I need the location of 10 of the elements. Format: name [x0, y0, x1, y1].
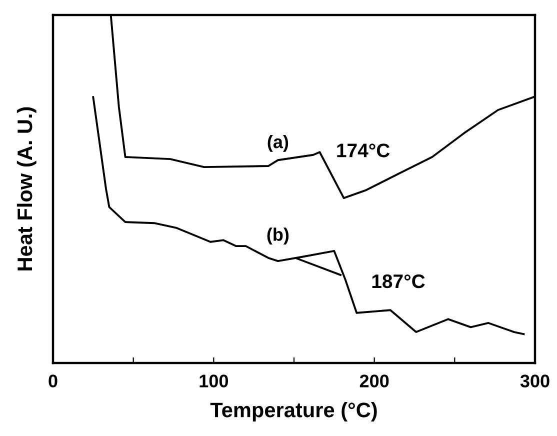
x-axis-title: Temperature (°C): [210, 402, 377, 422]
series-label: (a): [268, 135, 288, 152]
x-tick-label: 300: [520, 374, 550, 388]
annotation: 174°C: [337, 144, 390, 158]
series-label: (b): [267, 228, 289, 244]
y-axis-title: Heat Flow (A. U.): [16, 107, 36, 270]
x-tick-label: 100: [200, 374, 228, 388]
x-tick-label: 0: [48, 374, 58, 388]
annotation: 187°C: [372, 274, 425, 288]
x-tick-label: 200: [360, 374, 389, 388]
